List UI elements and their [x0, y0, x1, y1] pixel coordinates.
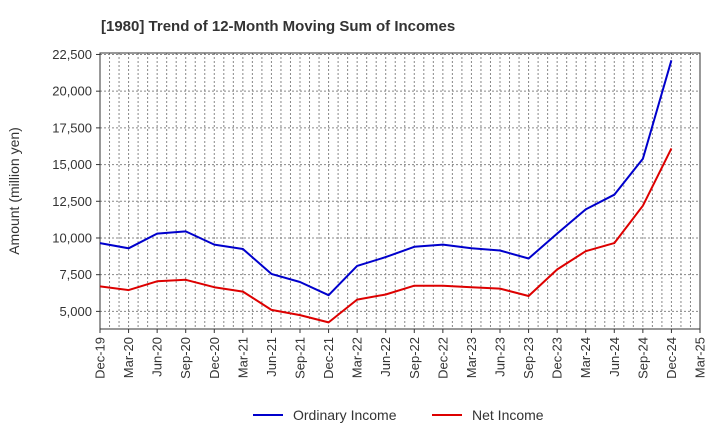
- y-tick-label: 15,000: [52, 157, 92, 172]
- x-axis: Dec-19 Mar-20 Jun-20 Sep-20 Dec-20 Mar-21 Jun-…: [93, 329, 708, 379]
- series-line-net-income: [99, 147, 673, 324]
- y-axis: 5,000 7,500 10,000 12,500 15,000 17,500 20,000…: [52, 47, 100, 319]
- x-tick-label: Mar-21: [235, 337, 250, 378]
- x-tick-label: Jun-24: [607, 337, 622, 377]
- x-tick-label: Mar-22: [350, 337, 365, 378]
- y-tick-label: 10,000: [52, 230, 92, 245]
- series-line-ordinary-income: [99, 60, 673, 297]
- plot-area: [99, 52, 701, 330]
- x-tick-label: Sep-21: [293, 337, 308, 379]
- series-lines: [99, 60, 673, 324]
- y-tick-label: 20,000: [52, 84, 92, 99]
- y-tick-label: 12,500: [52, 194, 92, 209]
- x-tick-label: Jun-20: [150, 337, 165, 377]
- x-tick-label: Dec-20: [207, 337, 222, 379]
- x-tick-label: Sep-24: [635, 337, 650, 379]
- x-tick-label: Dec-23: [550, 337, 565, 379]
- y-tick-label: 17,500: [52, 120, 92, 135]
- x-tick-label: Dec-21: [321, 337, 336, 379]
- legend: Ordinary Income Net Income: [253, 407, 544, 423]
- x-tick-label: Mar-20: [121, 337, 136, 378]
- x-tick-label: Jun-23: [493, 337, 508, 377]
- x-tick-label: Sep-23: [521, 337, 536, 379]
- legend-label: Net Income: [472, 407, 544, 423]
- x-tick-label: Sep-22: [407, 337, 422, 379]
- y-tick-label: 5,000: [59, 304, 92, 319]
- x-tick-label: Jun-22: [378, 337, 393, 377]
- x-tick-label: Jun-21: [264, 337, 279, 377]
- x-tick-label: Mar-25: [693, 337, 708, 378]
- legend-label: Ordinary Income: [293, 407, 397, 423]
- gridlines: [100, 53, 700, 329]
- y-axis-label: Amount (million yen): [6, 127, 22, 255]
- y-tick-label: 22,500: [52, 47, 92, 62]
- x-tick-label: Mar-23: [464, 337, 479, 378]
- x-tick-label: Dec-19: [93, 337, 108, 379]
- x-tick-label: Sep-20: [178, 337, 193, 379]
- x-tick-label: Mar-24: [578, 337, 593, 378]
- y-tick-label: 7,500: [59, 267, 92, 282]
- chart-title: [1980] Trend of 12-Month Moving Sum of I…: [101, 18, 455, 35]
- x-tick-label: Dec-24: [664, 337, 679, 379]
- x-tick-label: Dec-22: [435, 337, 450, 379]
